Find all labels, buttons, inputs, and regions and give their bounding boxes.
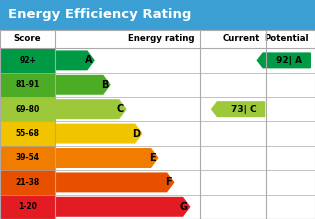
Text: 21-38: 21-38 <box>15 178 40 187</box>
Polygon shape <box>55 100 126 118</box>
Polygon shape <box>55 124 142 143</box>
Bar <box>0 146 55 170</box>
Text: 81-91: 81-91 <box>15 80 40 89</box>
Text: 92| A: 92| A <box>276 56 302 65</box>
Bar <box>0 0 315 30</box>
Polygon shape <box>55 51 94 70</box>
Text: Current: Current <box>222 34 260 43</box>
Text: A: A <box>85 55 92 65</box>
Bar <box>0 195 55 219</box>
Polygon shape <box>55 76 110 94</box>
Text: Energy rating: Energy rating <box>128 34 194 43</box>
Text: F: F <box>165 177 172 187</box>
Bar <box>0 48 55 72</box>
Text: E: E <box>150 153 156 163</box>
Text: G: G <box>180 202 188 212</box>
Text: 39-54: 39-54 <box>15 154 40 162</box>
Text: 69-80: 69-80 <box>15 105 40 114</box>
Bar <box>0 72 55 97</box>
Text: D: D <box>132 129 140 139</box>
Text: 73| C: 73| C <box>231 105 256 114</box>
Polygon shape <box>257 53 310 68</box>
Text: B: B <box>101 80 108 90</box>
Text: Potential: Potential <box>264 34 309 43</box>
Bar <box>0 121 55 146</box>
Bar <box>0 170 55 195</box>
Polygon shape <box>55 173 174 192</box>
Text: 55-68: 55-68 <box>15 129 40 138</box>
Text: Energy Efficiency Rating: Energy Efficiency Rating <box>8 8 191 21</box>
Text: Score: Score <box>14 34 41 43</box>
Text: 92+: 92+ <box>19 56 36 65</box>
Text: 1-20: 1-20 <box>18 202 37 211</box>
Polygon shape <box>55 198 190 216</box>
Bar <box>0 30 315 219</box>
Polygon shape <box>55 149 158 167</box>
Polygon shape <box>212 102 265 117</box>
Bar <box>0 97 55 121</box>
Bar <box>0 30 315 219</box>
Text: C: C <box>117 104 124 114</box>
